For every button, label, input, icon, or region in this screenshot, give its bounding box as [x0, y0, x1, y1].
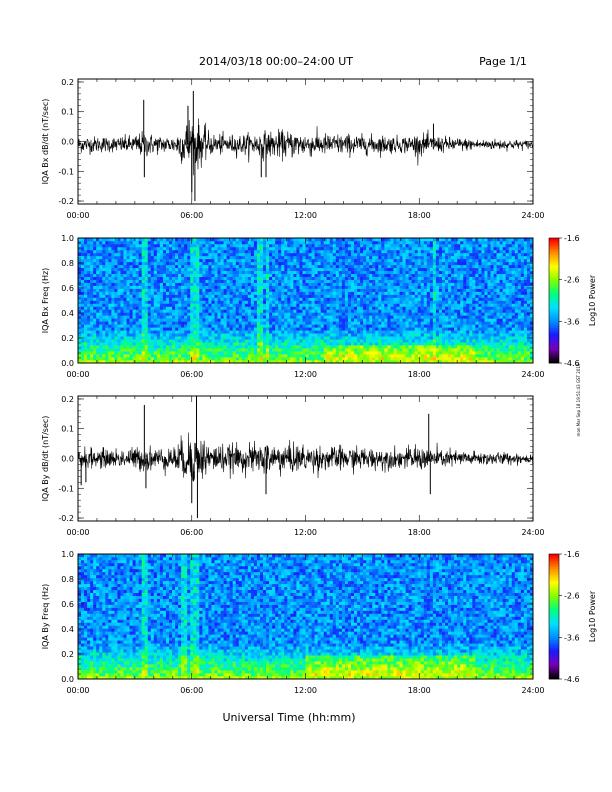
colorbar-tick-label: -4.6 — [564, 675, 580, 684]
y-tick-label: 1.0 — [61, 234, 74, 243]
colorbar-label: Log10 Power — [588, 274, 597, 326]
x-tick-label: 00:00 — [66, 686, 89, 695]
y-tick-label: 0.1 — [61, 108, 74, 117]
x-tick-label: 06:00 — [180, 686, 203, 695]
colorbar-label: Log10 Power — [588, 590, 597, 642]
y-tick-label: 0.4 — [61, 309, 74, 318]
x-tick-label: 24:00 — [521, 528, 544, 537]
x-tick-label: 00:00 — [66, 211, 89, 220]
y-axis-label: IQA Bx dB/dt (nT/sec) — [41, 99, 50, 185]
x-tick-label: 24:00 — [521, 686, 544, 695]
x-tick-label: 00:00 — [66, 528, 89, 537]
colorbar: -1.6 -2.6 -3.6 -4.6 Log10 Power — [548, 234, 597, 368]
y-tick-label: -0.2 — [58, 197, 74, 206]
y-tick-label: 0.6 — [61, 284, 74, 293]
y-tick-label: 0.0 — [61, 455, 74, 464]
spectrogram-panel-1: 00:00 06:00 12:00 18:00 24:00 0.0 0.2 0.4 0.6 0.8… — [41, 234, 597, 379]
y-tick-label: -0.2 — [58, 514, 74, 523]
page-number: Page 1/1 — [479, 55, 527, 68]
colorbar-tick-label: -3.6 — [564, 317, 580, 326]
y-tick-label: 0.2 — [61, 395, 74, 404]
colorbar-tick-label: -4.6 — [564, 359, 580, 368]
colorbar-tick-label: -1.6 — [564, 550, 580, 559]
x-tick-label: 18:00 — [408, 211, 431, 220]
y-tick-label: 0.8 — [61, 575, 74, 584]
x-tick-label: 12:00 — [294, 211, 317, 220]
y-tick-label: 1.0 — [61, 550, 74, 559]
x-tick-label: 24:00 — [521, 211, 544, 220]
y-tick-label: 0.0 — [61, 675, 74, 684]
x-axis-label: Universal Time (hh:mm) — [223, 711, 356, 724]
x-tick-label: 12:00 — [294, 686, 317, 695]
figure-title: 2014/03/18 00:00–24:00 UT — [199, 55, 353, 68]
y-tick-label: -0.1 — [58, 484, 74, 493]
y-tick-label: 0.4 — [61, 625, 74, 634]
x-tick-label: 18:00 — [408, 370, 431, 379]
spectrogram-panel-3: 00:00 06:00 12:00 18:00 24:00 0.0 0.2 0.4 0.6 0.8… — [41, 550, 597, 695]
x-tick-label: 18:00 — [408, 686, 431, 695]
line-panel-2: 00:00 06:00 12:00 18:00 24:00 -0.2 -0.1 0.0 0.1 0… — [41, 395, 545, 537]
colorbar-tick-label: -2.6 — [564, 592, 580, 601]
x-tick-label: 24:00 — [521, 370, 544, 379]
line-panel-0: 00:00 06:00 12:00 18:00 24:00 -0.2 -0.1 0.0 0.1 0… — [41, 78, 545, 220]
series-trace — [77, 118, 534, 201]
x-tick-label: 06:00 — [180, 370, 203, 379]
colorbar-tick-label: -3.6 — [564, 633, 580, 642]
y-tick-label: 0.6 — [61, 600, 74, 609]
series-trace — [77, 432, 534, 482]
y-axis-label: IQA Bx Freq (Hz) — [41, 268, 50, 334]
x-tick-label: 00:00 — [66, 370, 89, 379]
x-tick-label: 06:00 — [180, 528, 203, 537]
y-tick-label: 0.1 — [61, 425, 74, 434]
y-tick-label: 0.8 — [61, 259, 74, 268]
colorbar-tick-label: -1.6 — [564, 234, 580, 243]
spectrogram-cells — [78, 554, 534, 680]
y-tick-label: 0.2 — [61, 78, 74, 87]
x-tick-label: 12:00 — [294, 370, 317, 379]
y-axis-label: IQA By Freq (Hz) — [41, 584, 50, 650]
x-tick-label: 12:00 — [294, 528, 317, 537]
x-tick-label: 06:00 — [180, 211, 203, 220]
charts: 00:00 06:00 12:00 18:00 24:00 -0.2 -0.1 0.0 0.1 0… — [41, 78, 597, 695]
x-tick-label: 18:00 — [408, 528, 431, 537]
y-tick-label: 0.0 — [61, 359, 74, 368]
y-tick-label: 0.2 — [61, 650, 74, 659]
colorbar: -1.6 -2.6 -3.6 -4.6 Log10 Power — [548, 550, 597, 684]
timestamp-stamp: mon Mar Sep 18 19:51:43 GST 2019 — [576, 363, 581, 436]
colorbar-tick-label: -2.6 — [564, 276, 580, 285]
spectrogram-cells — [78, 238, 534, 364]
y-axis-label: IQA By dB/dt (nT/sec) — [41, 416, 50, 502]
y-tick-label: -0.1 — [58, 167, 74, 176]
y-tick-label: 0.0 — [61, 138, 74, 147]
y-tick-label: 0.2 — [61, 334, 74, 343]
